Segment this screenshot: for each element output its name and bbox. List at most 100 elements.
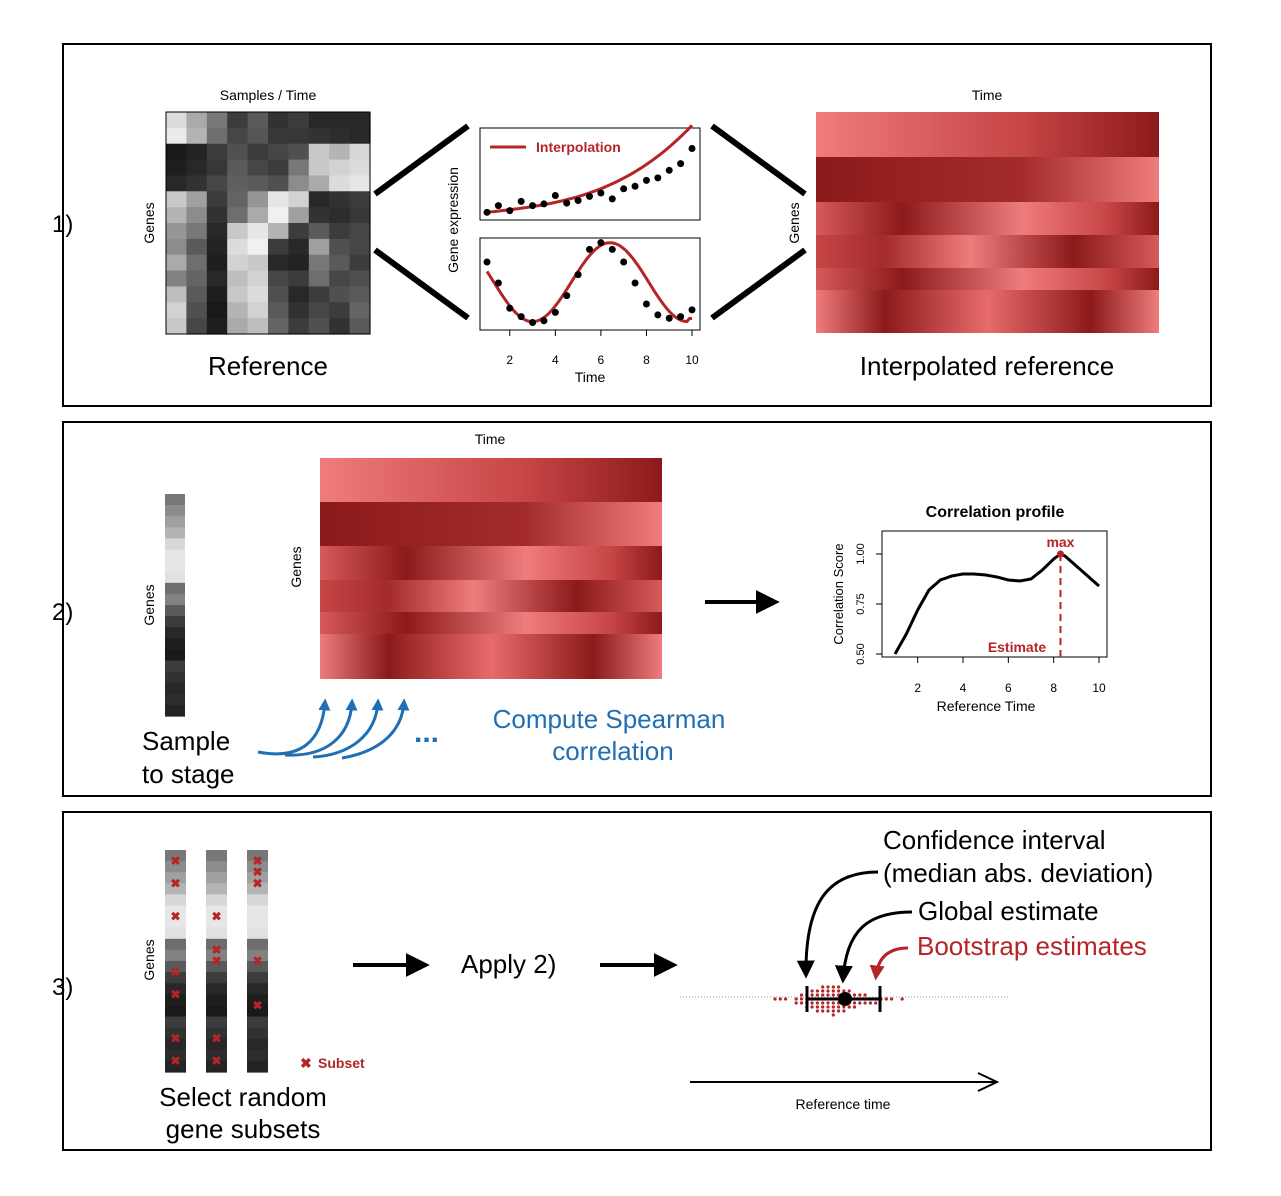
heatmap-cell [186, 286, 208, 303]
subset-cell [206, 1049, 227, 1062]
heatmap-cell [227, 318, 249, 335]
heatmap-cell [166, 286, 187, 303]
heatmap-cell [288, 254, 310, 272]
heatmap-cell [288, 207, 310, 224]
data-point [608, 245, 616, 253]
sample-cell [165, 704, 185, 717]
bootstrap-arrow [869, 946, 909, 981]
data-point [620, 258, 628, 266]
data-point [483, 208, 491, 216]
data-point [654, 311, 662, 319]
heatmap-cell [308, 302, 330, 319]
plot-top-frame [479, 127, 701, 221]
heat-band [816, 290, 1159, 333]
heatmap-cell [166, 112, 187, 129]
subset-cell [247, 972, 268, 984]
subset-cell [165, 949, 186, 962]
heatmap-cell [288, 286, 310, 303]
heatmap-cell [268, 238, 289, 256]
sample-cell [165, 627, 185, 639]
ellipsis: ... [414, 716, 439, 749]
subset-mark: ✖ [170, 1032, 180, 1046]
heatmap-cell [349, 318, 371, 335]
heatmap-cell [166, 223, 187, 240]
heatmap-cell [186, 191, 208, 208]
heatmap-cell [227, 175, 249, 192]
heatmap-cell [349, 159, 371, 177]
ci-line1: Confidence interval [883, 825, 1106, 855]
bootstrap-dot [815, 989, 820, 993]
global-arrow [834, 910, 913, 984]
gene-expression-plots: Interpolation Gene expression 2 4 6 8 10 Tim… [445, 124, 701, 385]
bootstrap-dot [858, 993, 862, 997]
x-tick-label: 2 [914, 681, 921, 695]
subset-cell [247, 1038, 268, 1051]
heatmap-cell [227, 286, 249, 303]
heatmap-cell [268, 254, 289, 272]
heatmap-cell [206, 127, 228, 145]
connector-line [710, 247, 807, 321]
heatmap-cell [329, 223, 351, 240]
panel-1-label: 1) [52, 211, 73, 238]
connector-line [373, 123, 470, 197]
heat-band [320, 612, 662, 634]
heatmap-cell [166, 254, 187, 272]
heatmap-cell [206, 286, 228, 303]
heatmap-cell [186, 270, 208, 288]
time-axis: 2 4 6 8 10 [506, 330, 699, 367]
heatmap-cell [186, 302, 208, 319]
bootstrap-dot [784, 997, 788, 1001]
apply-label: Apply 2) [461, 949, 556, 979]
legend-label: Interpolation [536, 139, 621, 155]
bootstrap-dot [810, 989, 814, 993]
subset-cell [165, 1016, 186, 1029]
x-tick-label: 6 [598, 353, 605, 367]
subset-mark: ✖ [211, 1032, 221, 1046]
subset-cell [165, 1005, 186, 1018]
subset-mark: ✖ [170, 987, 180, 1001]
data-point [597, 239, 605, 247]
sample-cell [165, 549, 185, 562]
x-tick-label: 4 [552, 353, 559, 367]
data-point [608, 195, 616, 203]
subset-cell [165, 916, 186, 929]
subset-cell [247, 994, 268, 1006]
subset-cell [165, 1038, 186, 1051]
bootstrap-dot [837, 985, 841, 989]
bootstrap-dot [831, 993, 835, 997]
bootstrap-dot [773, 997, 777, 1001]
reference-heatmap-2 [320, 458, 662, 679]
sample-cell [165, 560, 185, 573]
bootstrap-dot [799, 1001, 804, 1005]
interpolated-heatmap [816, 112, 1159, 333]
genes-axis-label: Genes [141, 202, 157, 243]
heatmap-cell [268, 223, 289, 240]
heatmap-cell [349, 127, 371, 145]
data-point [574, 271, 582, 279]
data-point [494, 202, 502, 210]
heatmap-cell [268, 159, 289, 177]
bootstrap-dot [826, 1009, 830, 1013]
time-axis-label: Time [575, 369, 606, 385]
heatmap-cell [308, 143, 330, 161]
heatmap-cell [268, 112, 289, 129]
points-top [483, 144, 696, 216]
max-point [1056, 550, 1064, 558]
bootstrap-dot [815, 1005, 820, 1009]
bootstrap-dot [900, 997, 904, 1001]
heatmap-cell [186, 127, 208, 145]
subset-mark: ✖ [170, 910, 180, 924]
heatmap-cell [349, 175, 371, 192]
connector-line [373, 247, 470, 321]
subset-cell [247, 1027, 268, 1040]
heatmap-cell [268, 175, 289, 192]
heatmap-cell [227, 302, 249, 319]
heatmap-cell [288, 238, 310, 256]
sample-cell [165, 538, 185, 551]
interp-heatmap-title: Time [972, 87, 1003, 103]
bootstrap-dot [815, 993, 820, 997]
heat-band [816, 112, 1159, 157]
subset-mark: ✖ [170, 854, 180, 868]
heatmap-cell [329, 254, 351, 272]
bootstrap-dot [863, 993, 867, 997]
